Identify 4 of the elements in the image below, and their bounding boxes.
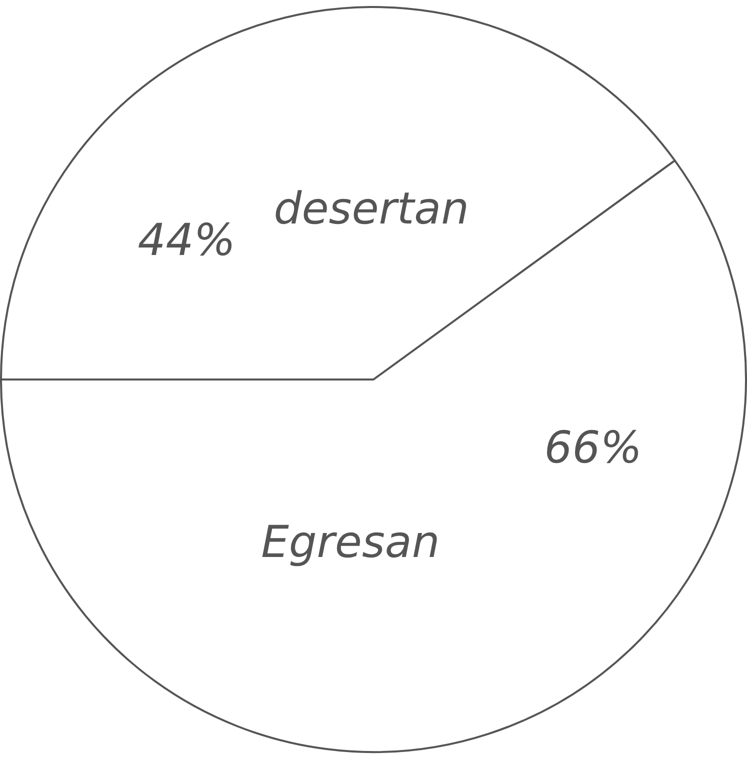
slice-label: desertan <box>274 183 469 234</box>
data-label: 44% <box>138 215 236 266</box>
data-label: 66% <box>544 422 642 474</box>
slice-label: Egresan <box>261 516 440 568</box>
